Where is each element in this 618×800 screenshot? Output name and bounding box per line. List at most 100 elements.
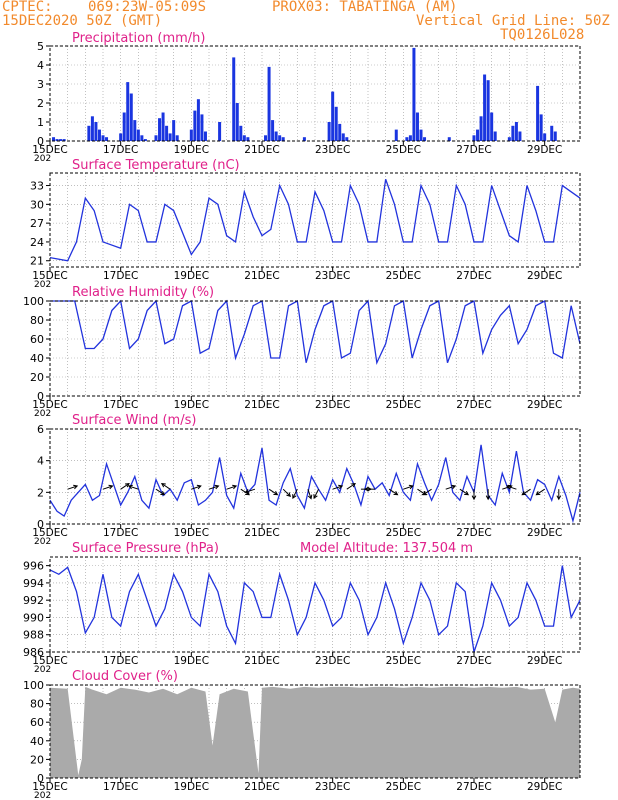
precip-bar	[143, 139, 147, 141]
wind-arrow-head	[160, 490, 166, 496]
pressure-xtick-label: 21DEC	[244, 655, 279, 667]
precip-bar	[415, 112, 419, 141]
precip-bar	[52, 137, 56, 141]
cloud-ytick-label: 0	[37, 772, 44, 785]
precip-ytick-label: 0	[37, 135, 44, 148]
precip-bar	[136, 129, 140, 141]
precip-bar	[94, 122, 98, 141]
wind-arrow-head	[364, 486, 369, 492]
precip-bar	[423, 137, 427, 141]
wind-arrow-head	[307, 494, 313, 500]
location-coordinates: 069:23W-05:09S	[88, 0, 207, 15]
wind-arrow-head	[214, 484, 220, 490]
precip-bar	[394, 129, 398, 141]
precip-bar	[514, 122, 518, 141]
precip-bar	[267, 66, 271, 141]
rh-frame	[49, 300, 581, 397]
precip-bar	[412, 47, 416, 141]
wind-arrow-head	[535, 490, 541, 496]
temp-xtick-label: 17DEC	[103, 270, 138, 282]
precip-xtick-label: 23DEC	[315, 144, 350, 156]
precip-bar	[274, 131, 278, 141]
wind-xtick-label: 27DEC	[456, 527, 491, 539]
wind-arrow	[282, 488, 291, 497]
precip-bar	[536, 85, 540, 141]
cloud-area	[50, 686, 580, 778]
temp-ytick-label: 27	[30, 217, 44, 230]
rh-series-line	[50, 299, 581, 366]
precip-bar	[203, 131, 207, 141]
pressure-xtick-label: 23DEC	[315, 655, 350, 667]
wind-arrow	[423, 488, 432, 496]
pressure-series-line	[49, 565, 581, 653]
wind-arrow	[459, 488, 469, 496]
precip-ytick-label: 3	[37, 78, 44, 91]
cloud-xtick-label: 25DEC	[386, 781, 421, 793]
precip-bar	[133, 120, 137, 141]
precip-xtick-label: 19DEC	[174, 144, 209, 156]
precip-bar	[419, 129, 423, 141]
wind-arrow-head	[160, 483, 166, 488]
wind-arrow	[388, 488, 398, 496]
precip-xtick-label: 29DEC	[527, 144, 562, 156]
precip-year-label: 202	[34, 154, 51, 164]
precip-title: Precipitation (mm/h)	[72, 31, 205, 46]
wind-arrow-head	[521, 490, 527, 496]
wind-arrow	[268, 488, 278, 496]
wind-arrow-head	[422, 490, 428, 496]
precip-xtick-label: 15DEC	[32, 144, 67, 156]
cloud-ytick-label: 80	[30, 698, 44, 711]
precip-bar	[278, 135, 282, 141]
wind-panel	[46, 428, 581, 528]
precip-bar	[490, 112, 494, 141]
precip-bar	[281, 137, 285, 141]
temp-year-label: 202	[34, 280, 51, 290]
precip-bar	[543, 133, 547, 141]
rh-xtick-label: 17DEC	[103, 399, 138, 411]
wind-arrow	[521, 488, 531, 496]
precip-bar	[193, 110, 197, 141]
temp-title: Surface Temperature (nC)	[72, 158, 240, 173]
precip-bar	[154, 135, 158, 141]
wind-arrow	[502, 485, 512, 490]
precip-bar	[129, 93, 133, 141]
precip-bar	[87, 125, 91, 141]
pressure-ytick-label: 992	[23, 594, 44, 607]
wind-arrow-head	[124, 483, 130, 488]
precip-bar	[62, 139, 66, 141]
wind-arrow-head	[73, 484, 79, 490]
wind-arrow-head	[505, 484, 511, 490]
precip-ytick-label: 2	[37, 97, 44, 110]
wind-arrow	[536, 488, 545, 496]
precip-xtick-label: 25DEC	[386, 144, 421, 156]
pressure-title: Surface Pressure (hPa)	[72, 541, 219, 556]
pressure-year-label: 202	[34, 665, 51, 675]
wind-arrow-head	[232, 484, 238, 490]
wind-arrow-head	[286, 492, 292, 497]
temp-xtick-label: 25DEC	[386, 270, 421, 282]
rh-xtick-label: 19DEC	[174, 399, 209, 411]
wind-arrow	[226, 485, 237, 490]
cloud-panel	[46, 684, 581, 782]
cloud-ytick-label: 20	[30, 753, 44, 766]
precip-frame	[49, 45, 581, 142]
rh-ytick-label: 0	[37, 390, 44, 403]
temp-panel	[46, 172, 581, 271]
cloud-xtick-label: 19DEC	[174, 781, 209, 793]
precip-bar	[302, 137, 306, 141]
temp-series-line	[49, 179, 581, 262]
wind-arrow	[403, 485, 413, 490]
precip-bar	[246, 137, 250, 141]
precip-bar	[408, 135, 412, 141]
pressure-xtick-label: 17DEC	[103, 655, 138, 667]
rh-xtick-label: 29DEC	[527, 399, 562, 411]
pressure-ytick-label: 994	[23, 577, 44, 590]
wind-xtick-label: 23DEC	[315, 527, 350, 539]
wind-arrow	[307, 489, 312, 499]
rh-title: Relative Humidity (%)	[72, 285, 214, 300]
wind-arrow	[332, 485, 343, 490]
rh-xtick-label: 15DEC	[32, 399, 67, 411]
wind-arrow-head	[556, 495, 562, 501]
temp-xtick-label: 29DEC	[527, 270, 562, 282]
wind-arrow-head	[338, 484, 344, 490]
